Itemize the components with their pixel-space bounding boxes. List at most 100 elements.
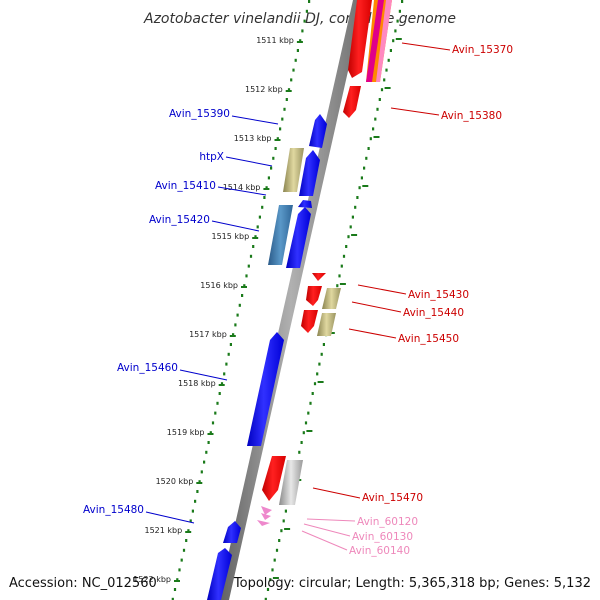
forward-track-dot [241, 294, 244, 297]
gene-avin-60120-arrow[interactable] [261, 506, 272, 515]
forward-track-dot [296, 49, 299, 52]
reverse-track-dash [362, 185, 369, 187]
scale-tick-mark [263, 188, 270, 190]
gene-htpx-pseudo[interactable] [283, 148, 304, 192]
gene-avin-15410-arrow[interactable] [298, 200, 312, 208]
gene-label-avin-60140[interactable]: Avin_60140 [349, 545, 410, 557]
scale-tick-mark [252, 237, 259, 239]
forward-track-dot [305, 9, 308, 13]
forward-track-dot [236, 313, 239, 317]
reverse-track-dot [372, 127, 375, 131]
gene-label-avin-60120[interactable]: Avin_60120 [357, 516, 418, 528]
reverse-track-dot [313, 382, 317, 386]
forward-track-dot [209, 431, 212, 435]
reverse-track-dot [349, 225, 352, 229]
reverse-track-dash [395, 38, 402, 40]
reverse-track-dash [306, 430, 313, 432]
forward-track-dot [270, 166, 273, 170]
reverse-track-dot [387, 58, 390, 62]
forward-track-dot [299, 39, 302, 43]
reverse-track-dot [320, 352, 323, 356]
gene-label-avin-15380[interactable]: Avin_15380 [441, 110, 502, 122]
scale-tick-mark [207, 433, 214, 435]
gene-forward-bottom-arrow[interactable] [207, 548, 232, 600]
reverse-track-dot [284, 509, 287, 513]
gene-label-avin-15440[interactable]: Avin_15440 [403, 307, 464, 319]
forward-track-dot [216, 401, 219, 405]
gene-avin-15440-arrow[interactable] [306, 286, 322, 306]
gene-label-avin-15420[interactable]: Avin_15420 [149, 214, 210, 226]
scale-tick-label: 1515 kbp [211, 232, 249, 241]
gene-label-avin-15390[interactable]: Avin_15390 [169, 108, 230, 120]
forward-track-dot [252, 245, 255, 248]
reverse-track-dot [345, 245, 348, 248]
forward-track-dot [173, 588, 177, 591]
gene-label-avin-15410[interactable]: Avin_15410 [155, 180, 216, 192]
gene-avin-15450-pseudo[interactable] [317, 313, 336, 336]
gene-htpx-arrow[interactable] [299, 150, 320, 196]
reverse-track-dot [389, 49, 392, 52]
forward-track-dot [258, 215, 261, 219]
gene-label-avin-15470[interactable]: Avin_15470 [362, 492, 423, 504]
forward-track-dot [194, 499, 197, 503]
gene-avin-15390-arrow[interactable] [309, 114, 327, 148]
forward-track-dot [214, 411, 217, 415]
gene-label-avin-15450[interactable]: Avin_15450 [398, 333, 459, 345]
gene-label-avin-15370[interactable]: Avin_15370 [452, 44, 513, 56]
scale-tick-mark [229, 335, 236, 337]
gene-label-avin-15480[interactable]: Avin_15480 [83, 504, 144, 516]
gene-label-avin-15460[interactable]: Avin_15460 [117, 362, 178, 374]
gene-avin-15370-pink-part[interactable] [376, 0, 392, 82]
forward-track-dot [191, 509, 194, 513]
forward-track-dot [267, 176, 270, 180]
scale-ticks: 1511 kbp 1512 kbp 1513 kbp 1514 kbp 1515 kbp… [133, 36, 303, 584]
reverse-track-dot [302, 431, 305, 435]
reverse-track-dot [266, 588, 270, 591]
gene-label-avin-15430[interactable]: Avin_15430 [408, 289, 469, 301]
reverse-track-dot [365, 156, 368, 160]
reverse-track-dot [322, 343, 325, 346]
reverse-track-dot [378, 98, 381, 101]
forward-track-dot [211, 421, 215, 425]
gene-avin-15470-gray[interactable] [279, 460, 303, 505]
forward-track-dot [261, 205, 264, 209]
gene-avin-15380-arrow[interactable] [343, 86, 361, 118]
forward-track-dot [285, 98, 288, 101]
gene-avin-60140-arrow[interactable] [257, 520, 270, 526]
gene-avin-15440-pseudo[interactable] [322, 288, 341, 309]
forward-track-dot [274, 147, 277, 150]
scale-tick-label: 1518 kbp [178, 379, 216, 388]
reverse-track-dash [373, 136, 380, 138]
forward-track-dot [189, 519, 192, 523]
gene-avin-15430-arrow[interactable] [312, 273, 326, 281]
label-leader-lines [145, 42, 451, 551]
gene-label-avin-60130[interactable]: Avin_60130 [352, 531, 413, 543]
gene-labels-right: Avin_15370 Avin_15380 Avin_15430 Avin_15… [349, 44, 513, 557]
genome-backbone [218, 0, 364, 600]
gene-avin-15470-arrow[interactable] [262, 456, 286, 501]
forward-track-dot [254, 235, 257, 239]
gene-avin-15480-arrow[interactable] [223, 521, 241, 543]
gene-label-htpx[interactable]: htpX [199, 151, 224, 163]
forward-track-dot [176, 578, 179, 582]
forward-track-dot [220, 382, 224, 386]
forward-track-dot [180, 558, 183, 562]
scale-tick-label: 1521 kbp [144, 526, 182, 535]
forward-track-dot [185, 539, 188, 542]
gene-avin-15370-arrow[interactable] [348, 0, 372, 78]
scale-tick-label: 1520 kbp [156, 477, 194, 486]
reverse-track-dot [309, 401, 312, 405]
scale-tick-label: 1519 kbp [167, 428, 205, 437]
gene-avin-15420-arrow[interactable] [286, 207, 311, 268]
gene-avin-15370-magenta-part[interactable] [366, 0, 384, 82]
scale-tick-mark [296, 41, 303, 43]
forward-track-dot [182, 548, 186, 552]
gene-avin-15460-arrow[interactable] [247, 332, 284, 446]
forward-track-dot [207, 441, 210, 444]
gene-avin-15420-steel[interactable] [268, 205, 293, 265]
forward-track-dot [303, 19, 306, 23]
gene-avin-15450-arrow[interactable] [301, 310, 318, 333]
reverse-track-dot [269, 578, 272, 582]
gene-avin-60130-arrow[interactable] [261, 513, 271, 520]
